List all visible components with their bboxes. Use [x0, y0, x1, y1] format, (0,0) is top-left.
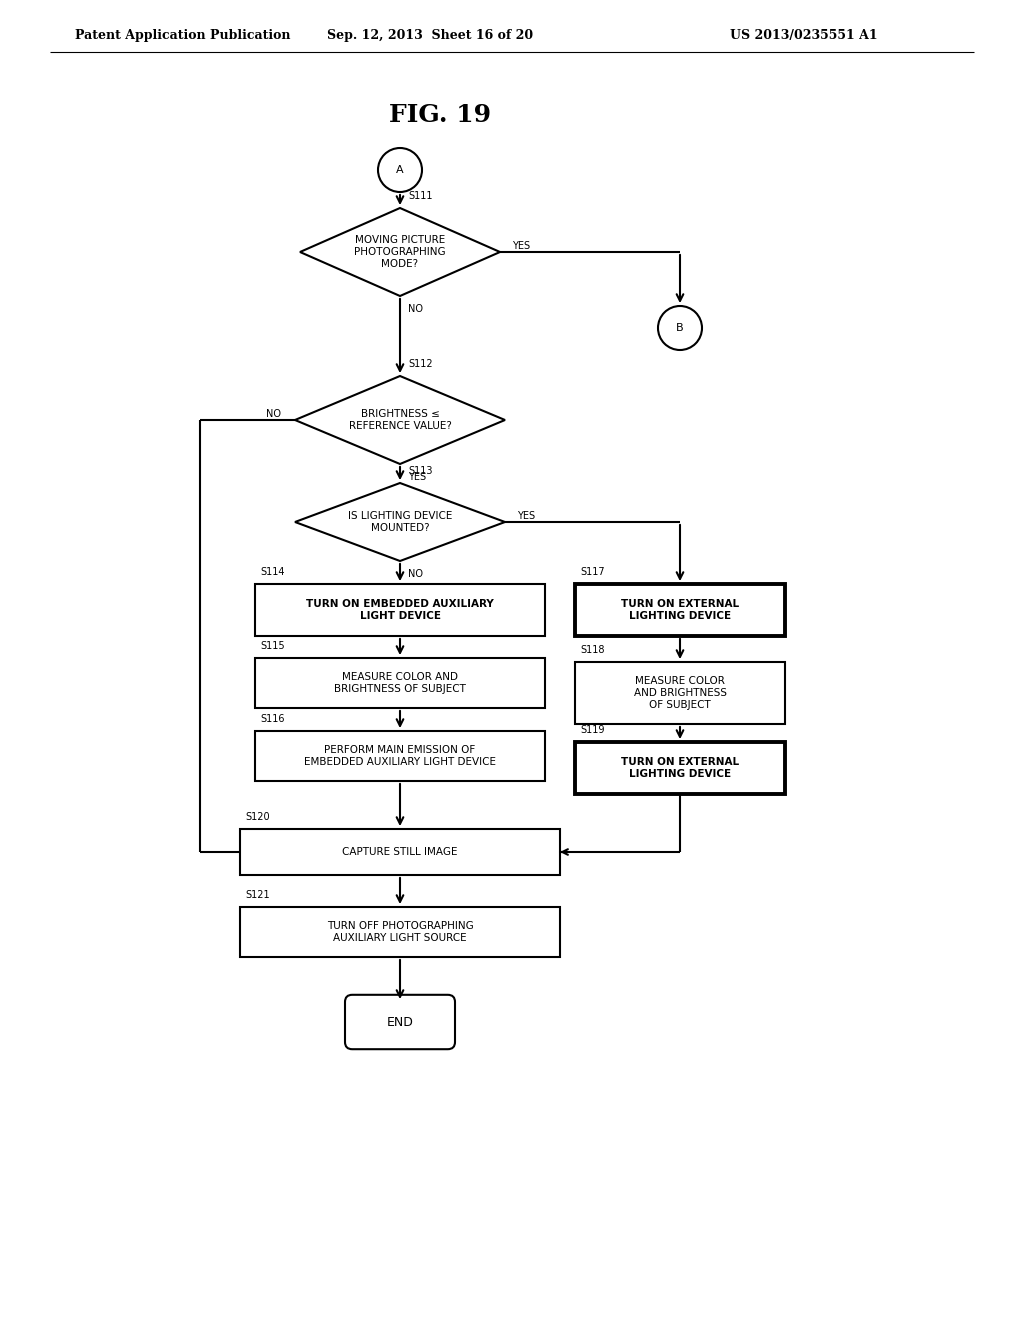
Text: NO: NO — [408, 569, 423, 579]
FancyBboxPatch shape — [240, 829, 560, 875]
Text: PERFORM MAIN EMISSION OF
EMBEDDED AUXILIARY LIGHT DEVICE: PERFORM MAIN EMISSION OF EMBEDDED AUXILI… — [304, 746, 496, 767]
Text: NO: NO — [266, 409, 281, 418]
Text: YES: YES — [408, 473, 426, 482]
Text: NO: NO — [408, 304, 423, 314]
Text: Sep. 12, 2013  Sheet 16 of 20: Sep. 12, 2013 Sheet 16 of 20 — [327, 29, 534, 41]
FancyBboxPatch shape — [255, 583, 545, 636]
FancyBboxPatch shape — [575, 742, 785, 795]
Text: IS LIGHTING DEVICE
MOUNTED?: IS LIGHTING DEVICE MOUNTED? — [348, 511, 453, 533]
FancyBboxPatch shape — [240, 907, 560, 957]
Text: TURN OFF PHOTOGRAPHING
AUXILIARY LIGHT SOURCE: TURN OFF PHOTOGRAPHING AUXILIARY LIGHT S… — [327, 921, 473, 942]
FancyBboxPatch shape — [255, 657, 545, 708]
Text: S116: S116 — [260, 714, 285, 723]
Text: S111: S111 — [408, 191, 432, 201]
Text: S117: S117 — [580, 568, 604, 577]
FancyBboxPatch shape — [575, 583, 785, 636]
Polygon shape — [295, 483, 505, 561]
FancyBboxPatch shape — [345, 995, 455, 1049]
Polygon shape — [295, 376, 505, 465]
Text: TURN ON EXTERNAL
LIGHTING DEVICE: TURN ON EXTERNAL LIGHTING DEVICE — [621, 599, 739, 620]
Text: MEASURE COLOR AND
BRIGHTNESS OF SUBJECT: MEASURE COLOR AND BRIGHTNESS OF SUBJECT — [334, 672, 466, 694]
Text: S113: S113 — [408, 466, 432, 477]
Text: S112: S112 — [408, 359, 432, 370]
Text: END: END — [387, 1015, 414, 1028]
Text: MOVING PICTURE
PHOTOGRAPHING
MODE?: MOVING PICTURE PHOTOGRAPHING MODE? — [354, 235, 445, 268]
Text: Patent Application Publication: Patent Application Publication — [75, 29, 291, 41]
Polygon shape — [300, 209, 500, 296]
Text: S118: S118 — [580, 645, 604, 655]
Text: A: A — [396, 165, 403, 176]
Text: TURN ON EMBEDDED AUXILIARY
LIGHT DEVICE: TURN ON EMBEDDED AUXILIARY LIGHT DEVICE — [306, 599, 494, 620]
Text: S120: S120 — [245, 812, 269, 822]
Text: FIG. 19: FIG. 19 — [389, 103, 492, 127]
Circle shape — [378, 148, 422, 191]
Text: S119: S119 — [580, 725, 604, 735]
Text: S115: S115 — [260, 642, 285, 651]
Text: YES: YES — [517, 511, 536, 521]
Text: US 2013/0235551 A1: US 2013/0235551 A1 — [730, 29, 878, 41]
Text: MEASURE COLOR
AND BRIGHTNESS
OF SUBJECT: MEASURE COLOR AND BRIGHTNESS OF SUBJECT — [634, 676, 726, 710]
FancyBboxPatch shape — [255, 731, 545, 781]
Text: YES: YES — [512, 242, 530, 251]
Text: S121: S121 — [245, 890, 269, 900]
Text: TURN ON EXTERNAL
LIGHTING DEVICE: TURN ON EXTERNAL LIGHTING DEVICE — [621, 758, 739, 779]
Text: B: B — [676, 323, 684, 333]
Circle shape — [658, 306, 702, 350]
Text: S114: S114 — [260, 568, 285, 577]
FancyBboxPatch shape — [575, 663, 785, 723]
Text: CAPTURE STILL IMAGE: CAPTURE STILL IMAGE — [342, 847, 458, 857]
Text: BRIGHTNESS ≤
REFERENCE VALUE?: BRIGHTNESS ≤ REFERENCE VALUE? — [348, 409, 452, 430]
